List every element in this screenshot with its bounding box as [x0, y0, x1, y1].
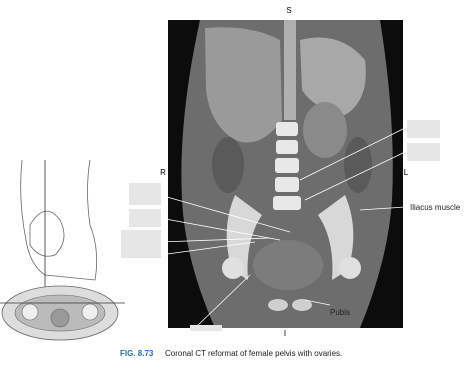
blank-label[interactable]: [129, 209, 161, 227]
blank-label[interactable]: [407, 143, 440, 161]
blank-label[interactable]: [407, 120, 440, 138]
orientation-label: I: [284, 329, 286, 338]
leader-lines: [159, 127, 406, 329]
orientation-label: R: [160, 168, 166, 177]
caption-text: Coronal CT reformat of female pelvis wit…: [165, 349, 342, 358]
blank-label[interactable]: [121, 230, 161, 258]
ct-image: [168, 20, 403, 328]
blank-label[interactable]: [129, 183, 161, 205]
orientation-label: S: [286, 6, 291, 15]
structure-label: Iliacus muscle: [410, 203, 461, 212]
caption-number: FIG. 8.73: [120, 349, 154, 358]
orientation-diagram: [0, 159, 125, 341]
label-boxes: [121, 120, 440, 331]
blank-label[interactable]: [190, 325, 222, 331]
structure-label: Pubis: [330, 308, 350, 317]
orientation-label: L: [404, 168, 409, 177]
